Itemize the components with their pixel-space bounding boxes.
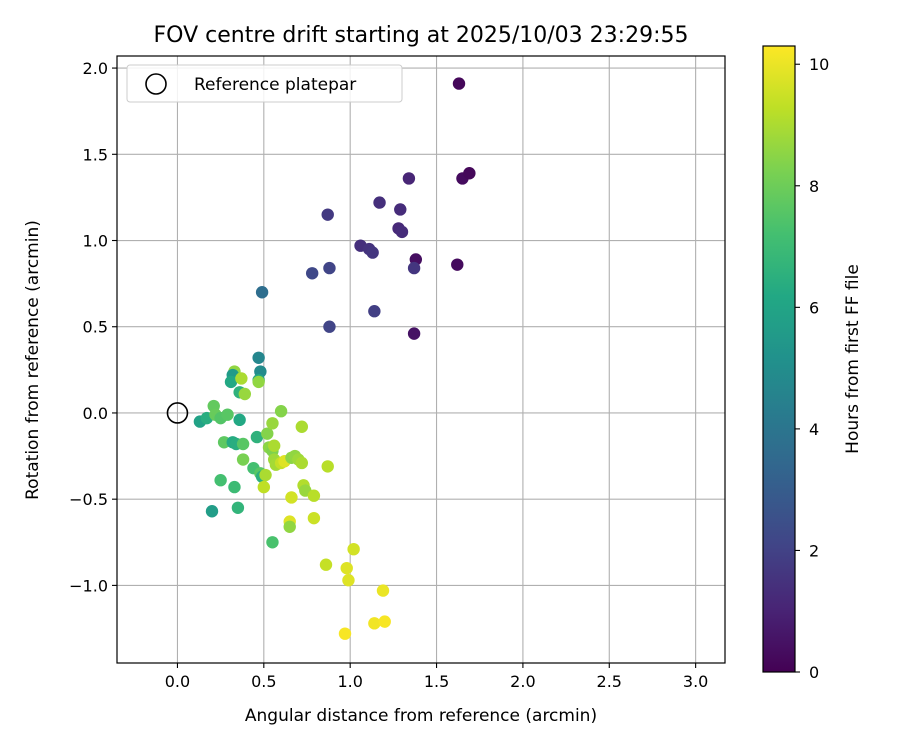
x-tick-label: 2.0 [510,672,535,691]
chart-title: FOV centre drift starting at 2025/10/03 … [154,23,689,48]
colorbar-tick-label: 10 [809,55,829,74]
data-point [217,436,231,449]
y-tick-label: −0.5 [69,490,108,509]
data-point [368,305,381,318]
data-point [295,456,309,470]
data-point [231,501,245,515]
data-point [395,225,409,239]
data-point [238,387,252,401]
data-point [236,437,250,451]
data-point [266,536,279,549]
data-point [295,420,309,433]
data-points [193,77,476,640]
data-point [321,208,334,221]
data-point [373,196,386,209]
legend-reference-marker [145,73,167,95]
data-point [378,615,391,628]
data-point [319,558,333,571]
data-point [307,511,321,525]
y-tick-label: 1.0 [83,232,108,251]
colorbar-gradient [762,45,796,673]
data-point [235,372,248,385]
data-point [342,574,355,587]
data-point [259,468,272,482]
grid-lines [117,56,725,663]
x-axis-label: Angular distance from reference (arcmin) [245,706,597,726]
data-point [321,460,334,473]
y-tick-label: 1.5 [83,145,108,164]
data-point [283,520,296,533]
x-tick-label: 3.0 [683,672,708,691]
data-point [407,261,421,275]
colorbar-ticks: 0 2 4 6 8 10 [795,55,829,682]
colorbar-tick-label: 6 [809,298,819,317]
data-point [255,286,269,299]
data-point [340,561,353,575]
data-point [257,480,271,494]
colorbar-tick-label: 4 [809,420,819,439]
data-point [236,453,250,466]
legend: Reference platepar [126,64,403,103]
colorbar-tick-label: 8 [809,177,819,196]
data-point [366,246,379,259]
legend-box [126,64,403,103]
x-tick-label: 2.5 [597,672,622,691]
data-point [221,408,234,421]
data-point [376,584,390,597]
legend-label: Reference platepar [194,75,356,95]
data-point [205,505,219,518]
reference-platepar-marker [166,402,189,424]
y-tick-label: 0.0 [83,404,108,423]
data-point [261,427,274,440]
data-point [323,320,336,333]
colorbar-tick-label: 2 [809,541,819,560]
data-point [451,258,464,271]
colorbar-tick-label: 0 [809,663,819,682]
y-tick-label: 0.5 [83,318,108,337]
x-tick-label: 1.0 [337,672,362,691]
data-point [274,405,288,418]
y-axis-ticks: −1.0 −0.5 0.0 0.5 1.0 1.5 2.0 [69,59,117,595]
data-point [307,489,321,502]
data-point [347,542,360,556]
data-point [228,480,241,494]
y-tick-label: −1.0 [69,576,108,595]
data-point [285,491,298,504]
data-point [338,627,352,640]
data-point [402,172,416,185]
data-point [252,375,265,389]
y-tick-label: 2.0 [83,59,108,78]
x-tick-label: 0.5 [251,672,276,691]
data-point [250,430,264,444]
data-point [267,439,281,452]
y-axis-label: Rotation from reference (arcmin) [23,220,43,500]
data-point [368,617,381,630]
colorbar-label: Hours from first FF file [843,264,863,454]
plot-area: 0.0 0.5 1.0 1.5 2.0 2.5 3.0 −1.0 −0.5 0.0 0.5 1.0 1… [69,55,726,691]
data-point [323,261,336,275]
data-point [224,375,238,389]
data-point [266,417,279,430]
data-point [394,203,407,216]
data-point [407,327,421,340]
plot-frame [116,55,726,664]
colorbar: 0 2 4 6 8 10 Hours from first FF file [762,45,863,682]
data-point [252,351,265,364]
data-point [463,167,476,180]
x-tick-label: 0.0 [165,672,190,691]
data-point [305,267,319,280]
data-point [214,474,227,487]
x-tick-label: 1.5 [424,672,449,691]
data-point [233,413,246,427]
data-point [452,77,466,90]
x-axis-ticks: 0.0 0.5 1.0 1.5 2.0 2.5 3.0 [165,663,708,691]
